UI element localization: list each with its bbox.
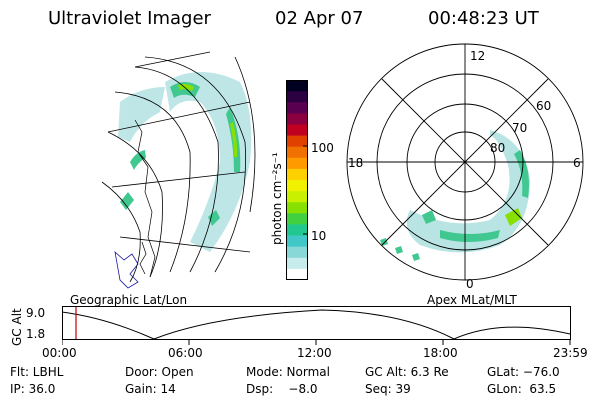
orbit-x-tick-2359: 23:59 — [553, 346, 588, 360]
status-gain: Gain: 14 — [125, 382, 176, 396]
grid-lines — [101, 51, 256, 283]
colorbar-segment — [286, 235, 308, 248]
colorbar-segment — [286, 202, 308, 214]
status-filter: Flt: LBHL — [10, 365, 64, 379]
status-door: Door: Open — [125, 365, 194, 379]
mlt-label-0: 0 — [466, 277, 474, 290]
status-glon: GLon: 63.5 — [487, 382, 557, 396]
status-glat: GLat: −76.0 — [487, 365, 560, 379]
colorbar-segment — [286, 246, 308, 259]
coastline — [134, 119, 156, 278]
colorbar-segment — [286, 91, 308, 103]
orbit-y-tick-min: 1.8 — [26, 327, 46, 341]
status-ip: IP: 36.0 — [10, 382, 56, 396]
mlat-label-70: 70 — [512, 121, 527, 135]
color-scale-bar — [286, 80, 308, 280]
colorbar-segment — [286, 80, 308, 92]
colorbar-segment — [286, 135, 308, 148]
polar-emission — [380, 130, 530, 261]
colorbar-tick-10: 10 — [311, 229, 327, 243]
colorbar-units-label: photon cm⁻²s⁻¹ — [270, 152, 284, 245]
colorbar-segment — [286, 113, 308, 125]
colorbar-segment — [286, 224, 308, 237]
colorbar-segment — [286, 213, 308, 225]
coastline-blue — [114, 250, 139, 289]
colorbar-segment — [286, 124, 308, 137]
mlt-label-12: 12 — [470, 49, 485, 63]
colorbar-segment — [286, 257, 308, 270]
orbit-axis-label: GC Alt — [10, 308, 24, 346]
orbit-y-tick-max: 9.0 — [26, 306, 46, 320]
app-title: Ultraviolet Imager — [48, 8, 211, 29]
status-seq: Seq: 39 — [365, 382, 411, 396]
colorbar-segment — [286, 146, 308, 159]
orbit-altitude-plot — [62, 306, 571, 345]
colorbar-segment — [286, 102, 308, 114]
colorbar-segment — [286, 191, 308, 203]
polar-grid — [346, 43, 584, 281]
mlat-label-80: 80 — [490, 141, 505, 155]
orbit-plot-frame — [62, 306, 571, 340]
colorbar-frame — [286, 80, 308, 280]
orbit-altitude-curve — [62, 309, 571, 340]
time-label: 00:48:23 UT — [428, 8, 539, 29]
orbit-x-tick-0600: 06:00 — [168, 346, 203, 360]
orbit-x-tick-1800: 18:00 — [423, 346, 458, 360]
orbit-right-title: Apex MLat/MLT — [427, 293, 517, 307]
colorbar-segment — [286, 168, 308, 181]
colorbar-tick-100: 100 — [311, 141, 334, 155]
geographic-image-view — [101, 51, 256, 289]
polar-mlt-plot: 12 18 6 0 60 70 80 — [346, 43, 584, 290]
mlt-label-6: 6 — [573, 156, 581, 170]
status-gc-alt: GC Alt: 6.3 Re — [365, 365, 449, 379]
auroral-peak — [178, 83, 238, 157]
status-mode: Mode: Normal — [246, 365, 330, 379]
mlt-label-18: 18 — [348, 156, 363, 170]
colorbar-segment — [286, 157, 308, 170]
mlat-label-60: 60 — [536, 99, 551, 113]
status-dsp: Dsp: −8.0 — [246, 382, 318, 396]
orbit-left-title: Geographic Lat/Lon — [70, 293, 188, 307]
colorbar-segment — [286, 180, 308, 192]
orbit-x-tick-1200: 12:00 — [297, 346, 332, 360]
orbit-x-tick-0000: 00:00 — [42, 346, 77, 360]
date-label: 02 Apr 07 — [275, 8, 364, 29]
colorbar-segment — [286, 268, 308, 280]
